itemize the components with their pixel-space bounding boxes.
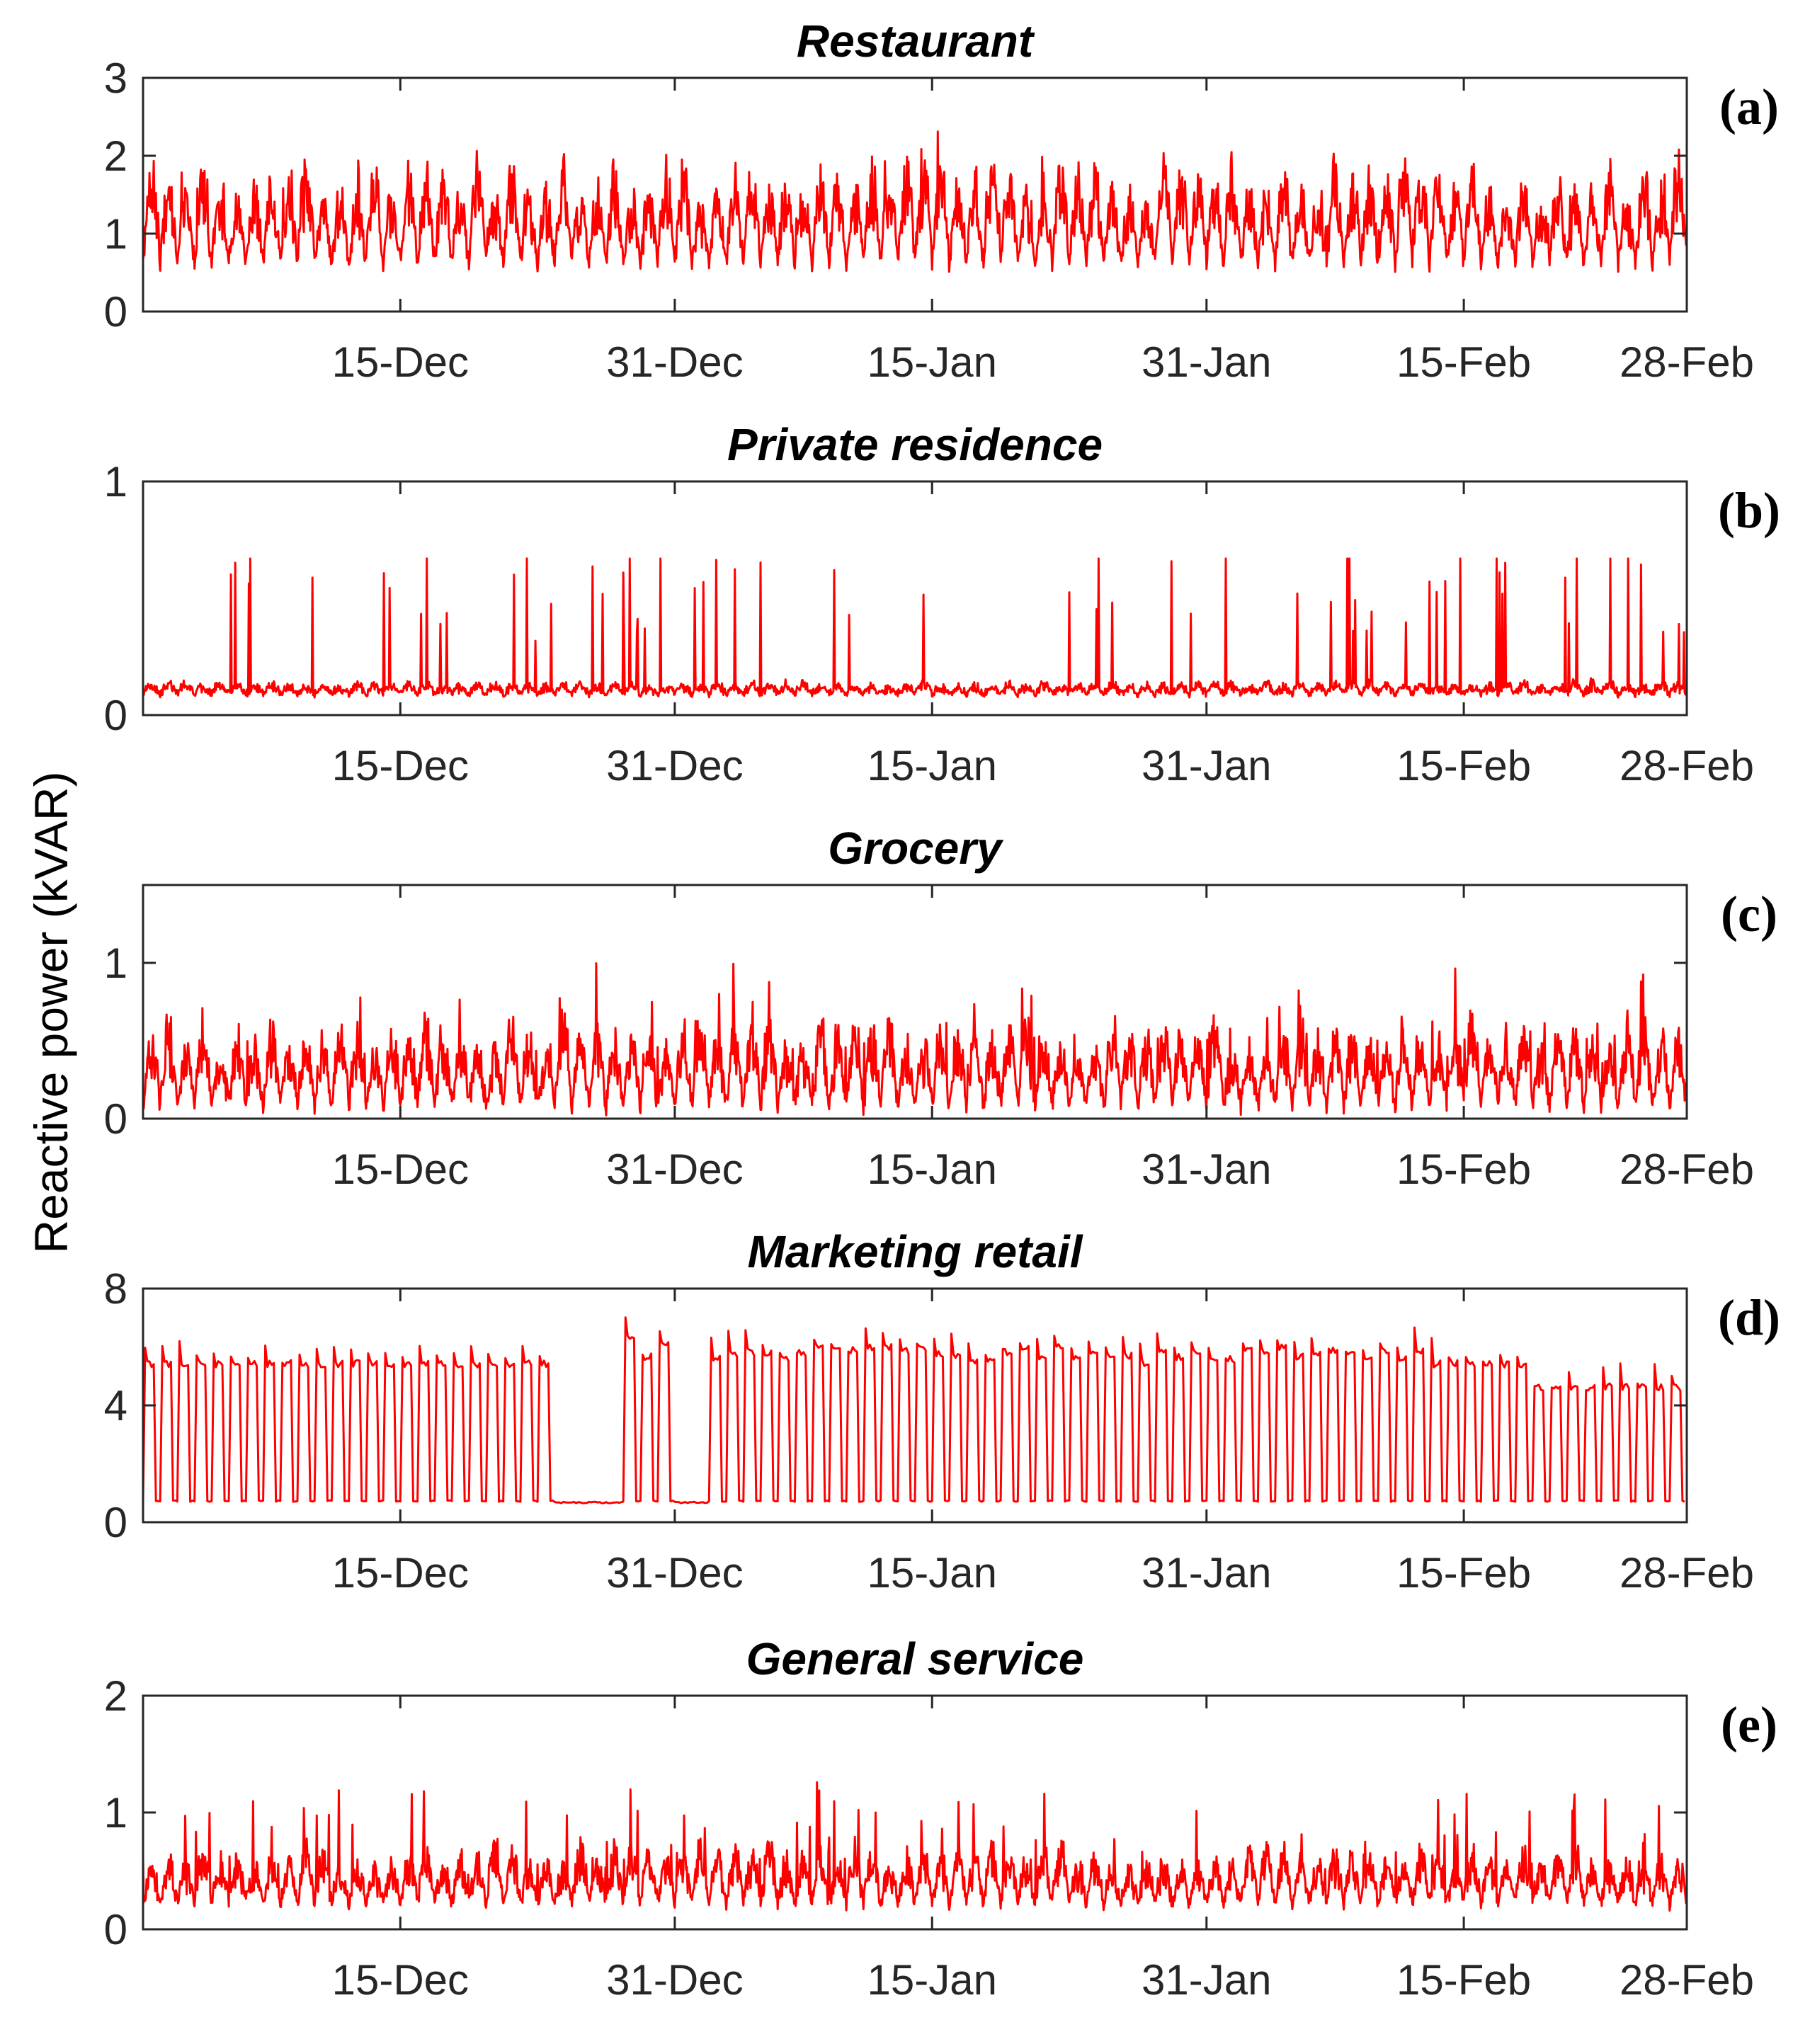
y-tick-label: 1	[104, 1789, 127, 1837]
y-tick-label: 1	[104, 458, 127, 506]
x-tick-label: 31-Dec	[606, 1956, 743, 2004]
x-tick-label: 31-Jan	[1142, 1549, 1271, 1597]
y-tick-label: 2	[104, 132, 127, 180]
panel-5: 0 1 2 15-Dec 31-Dec 15-Jan 31-Jan 15-Feb 28-Feb G…	[104, 1633, 1777, 2004]
x-tick-label: 31-Dec	[606, 1146, 743, 1193]
y-tick-label: 2	[104, 1672, 127, 1720]
panel-title: Grocery	[828, 823, 1004, 874]
axes-frame	[142, 76, 1688, 313]
x-tick-label: 15-Dec	[332, 742, 469, 789]
x-tick-label: 31-Jan	[1142, 1956, 1271, 2004]
y-tick-label: 8	[104, 1265, 127, 1313]
x-tick-label: 31-Jan	[1142, 338, 1271, 386]
x-tick-label: 28-Feb	[1620, 742, 1754, 789]
x-tick-label: 15-Jan	[867, 742, 996, 789]
x-tick-label: 28-Feb	[1620, 1146, 1754, 1193]
x-tick-label: 31-Dec	[606, 742, 743, 789]
axes-frame	[142, 480, 1688, 716]
x-tick-label: 15-Jan	[867, 1146, 996, 1193]
panel-letter: (c)	[1721, 886, 1777, 942]
panel-title: Restaurant	[797, 16, 1035, 67]
panel-1: 0 1 2 3 15-Dec 31-Dec 15-Jan 31-Jan 15-Feb 28-Feb…	[104, 16, 1779, 386]
panel-letter: (a)	[1719, 79, 1779, 135]
x-tick-label: 15-Dec	[332, 1956, 469, 2004]
x-tick-label: 31-Jan	[1142, 742, 1271, 789]
y-tick-label: 0	[104, 692, 127, 739]
x-tick-label: 28-Feb	[1620, 1956, 1754, 2004]
y-tick-label: 0	[104, 288, 127, 336]
panel-3: 0 1 15-Dec 31-Dec 15-Jan 31-Jan 15-Feb 28-Feb Gr…	[104, 823, 1777, 1193]
panel-title: Private residence	[727, 419, 1103, 470]
panel-title: Marketing retail	[747, 1226, 1083, 1277]
x-tick-label: 15-Jan	[867, 1956, 996, 2004]
axes-frame	[142, 1694, 1688, 1931]
x-tick-label: 15-Dec	[332, 338, 469, 386]
x-tick-label: 31-Dec	[606, 338, 743, 386]
panel-title: General service	[746, 1633, 1084, 1684]
y-tick-label: 4	[104, 1382, 127, 1429]
y-tick-label: 3	[104, 55, 127, 102]
axes-frame	[142, 884, 1688, 1120]
series-line	[142, 1781, 1687, 1912]
panel-letter: (e)	[1721, 1696, 1777, 1753]
panel-4: 0 4 8 15-Dec 31-Dec 15-Jan 31-Jan 15-Feb 28-Feb M…	[104, 1226, 1780, 1597]
series-line	[142, 130, 1687, 273]
y-tick-label: 1	[104, 940, 127, 987]
series-line	[142, 557, 1687, 699]
y-tick-label: 1	[104, 210, 127, 258]
x-tick-label: 28-Feb	[1620, 338, 1754, 386]
x-tick-label: 15-Feb	[1396, 1549, 1531, 1597]
x-tick-label: 15-Feb	[1396, 338, 1531, 386]
y-axis-title: Reactive power (kVAR)	[25, 772, 77, 1254]
x-tick-label: 15-Dec	[332, 1146, 469, 1193]
x-tick-label: 15-Feb	[1396, 1146, 1531, 1193]
series-line	[142, 1316, 1685, 1505]
y-tick-label: 0	[104, 1095, 127, 1143]
y-tick-label: 0	[104, 1906, 127, 1953]
x-tick-label: 15-Jan	[867, 1549, 996, 1597]
panel-letter: (d)	[1718, 1289, 1780, 1346]
x-tick-label: 28-Feb	[1620, 1549, 1754, 1597]
x-tick-label: 15-Feb	[1396, 1956, 1531, 2004]
panel-2: 0 1 15-Dec 31-Dec 15-Jan 31-Jan 15-Feb 28-Feb Pr…	[104, 419, 1780, 789]
x-tick-label: 15-Feb	[1396, 742, 1531, 789]
x-tick-label: 31-Jan	[1142, 1146, 1271, 1193]
y-tick-label: 0	[104, 1499, 127, 1546]
series-line	[142, 962, 1687, 1117]
panel-letter: (b)	[1718, 482, 1780, 539]
x-tick-label: 15-Jan	[867, 338, 996, 386]
x-tick-label: 31-Dec	[606, 1549, 743, 1597]
x-tick-label: 15-Dec	[332, 1549, 469, 1597]
panels: 0 1 2 3 15-Dec 31-Dec 15-Jan 31-Jan 15-Feb 28-Feb…	[104, 16, 1780, 2004]
